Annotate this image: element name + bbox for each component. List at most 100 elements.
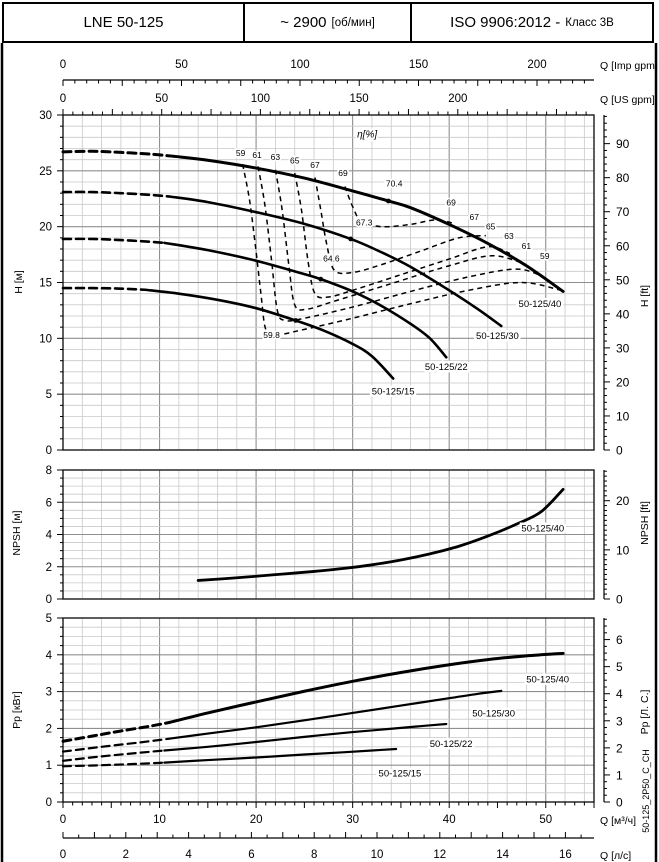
eff-label-top: 63 <box>271 152 281 162</box>
right-axis-tick-label: 0 <box>616 444 623 458</box>
power-curve-50-125/40 <box>167 651 565 725</box>
right-axis-tick-label: 10 <box>616 409 630 423</box>
bep-value-label: 67.3 <box>356 218 373 228</box>
efficiency-contour-69 <box>344 186 455 228</box>
power-curve-dashed-50-125/15 <box>61 761 166 768</box>
flow-axis-tick-label: 150 <box>350 93 369 105</box>
curve-dashed-50-125/40 <box>61 149 176 158</box>
flow-axis-tick-label: 4 <box>185 849 192 861</box>
curve-label: 50-125/30 <box>476 331 519 342</box>
flow-axis-tick-label: 10 <box>153 814 166 826</box>
curve-dashed-50-125/30 <box>61 190 171 198</box>
right-axis-tick-label: 20 <box>616 375 630 389</box>
y-tick-label: 4 <box>46 650 53 662</box>
right-axis-tick-label: 70 <box>616 205 630 219</box>
eff-label-top: 65 <box>290 156 300 166</box>
y-tick-label: 10 <box>39 333 52 345</box>
y-tick-label: 2 <box>46 723 52 735</box>
flow-axis-title: Q [US gpm] <box>600 94 655 106</box>
curve-label: 50-125/40 <box>521 523 564 534</box>
right-axis-tick-label: 90 <box>616 137 630 151</box>
y-tick-label: 0 <box>46 445 52 457</box>
efficiency-contour-65 <box>293 172 511 299</box>
y-axis-title-right: NPSH [ft] <box>639 501 651 545</box>
power-curve-50-125/22 <box>163 722 448 752</box>
y-axis-title-right: Pp [Л. С.] <box>639 690 651 735</box>
curve-50-125/30 <box>167 195 503 328</box>
npsh-curve-50-125/40 <box>196 487 565 582</box>
y-tick-label: 1 <box>46 760 52 772</box>
y-tick-label: 0 <box>46 797 52 809</box>
right-axis-tick-label: 3 <box>616 714 623 728</box>
right-axis-tick-label: 5 <box>616 660 623 674</box>
header-table: LNE 50-125 ~ 2900 [об/мин] ISO 9906:2012… <box>2 2 654 43</box>
bep-value-label: 70.4 <box>386 178 403 188</box>
power-curve-50-125/30 <box>168 689 503 740</box>
flow-axis-title: Q [Imp gpm] <box>600 60 658 72</box>
bep-dot-50-125/15 <box>293 318 299 323</box>
flow-axis-tick-label: 50 <box>155 93 168 105</box>
bep-value-label: 64.6 <box>323 253 340 263</box>
right-axis-tick-label: 10 <box>616 543 630 557</box>
eff-label-top: 59 <box>236 148 246 158</box>
curve-label: 50-125/40 <box>526 674 569 685</box>
right-axis-tick-label: 40 <box>616 307 630 321</box>
eff-label-right: 65 <box>486 221 496 231</box>
power-curve-dashed-50-125/22 <box>61 749 166 762</box>
right-axis-tick-label: 30 <box>616 341 630 355</box>
y-tick-label: 15 <box>39 278 52 290</box>
eff-label-right: 63 <box>504 231 514 241</box>
y-tick-label: 20 <box>39 222 52 234</box>
flow-axis-tick-label: 14 <box>496 849 509 861</box>
power-curve-dashed-50-125/30 <box>61 737 171 753</box>
efficiency-contour-61 <box>257 166 545 322</box>
y-tick-label: 5 <box>46 389 52 401</box>
flow-axis-tick-label: 40 <box>443 814 456 826</box>
y-tick-label: 30 <box>39 110 52 122</box>
efficiency-contour-59 <box>241 163 562 336</box>
flow-axis-tick-label: 6 <box>248 849 254 861</box>
power-curve-dashed-50-125/40 <box>61 721 171 743</box>
curve-dashed-50-125/15 <box>61 286 147 292</box>
efficiency-contour-63 <box>274 169 527 311</box>
y-axis-title-left: NPSH [м] <box>11 510 23 555</box>
flow-axis-tick-label: 2 <box>123 849 129 861</box>
y-axis-title-left: Pp [кВт] <box>11 691 23 729</box>
curve-dashed-50-125/22 <box>61 237 166 245</box>
y-axis-title-left: H [м] <box>13 270 25 294</box>
pump-model: LNE 50-125 <box>83 14 164 31</box>
right-axis-tick-label: 2 <box>616 741 623 755</box>
eff-label-top: 69 <box>338 168 348 178</box>
y-tick-label: 8 <box>46 465 52 477</box>
flow-axis-tick-label: 150 <box>409 59 428 71</box>
pump-speed-unit: [об/мин] <box>331 16 375 29</box>
flow-axis-tick-label: 200 <box>448 93 467 105</box>
flow-axis-tick-label: 0 <box>60 849 66 861</box>
y-tick-label: 5 <box>46 613 52 625</box>
flow-axis-tick-label: 50 <box>175 59 188 71</box>
flow-axis-tick-label: 20 <box>250 814 263 826</box>
right-axis-tick-label: 50 <box>616 273 630 287</box>
flow-axis-tick-label: 16 <box>559 849 572 861</box>
eff-label-right: 67 <box>470 212 480 222</box>
flow-axis-title: Q [м³/ч] <box>600 815 636 827</box>
pump-speed-value: ~ 2900 <box>280 14 327 31</box>
right-axis-tick-label: 4 <box>616 687 623 701</box>
right-axis-tick-label: 20 <box>616 494 630 508</box>
bep-value-label: 59.8 <box>263 330 280 340</box>
y-tick-label: 3 <box>46 687 52 699</box>
efficiency-contour-67 <box>314 177 486 275</box>
bep-dot-50-125/30 <box>348 236 354 242</box>
right-axis-tick-label: 0 <box>616 796 623 810</box>
curve-label: 50-125/22 <box>425 362 468 373</box>
curve-label: 50-125/15 <box>379 769 422 780</box>
flow-axis-tick-label: 8 <box>311 849 317 861</box>
curve-50-125/22 <box>163 241 448 359</box>
curve-label: 50-125/30 <box>472 709 515 720</box>
eff-label-right: 59 <box>540 251 550 261</box>
flow-axis-title: Q [л/с] <box>600 850 631 862</box>
header-cell-model: LNE 50-125 <box>4 4 245 41</box>
right-axis-tick-label: 6 <box>616 633 623 647</box>
